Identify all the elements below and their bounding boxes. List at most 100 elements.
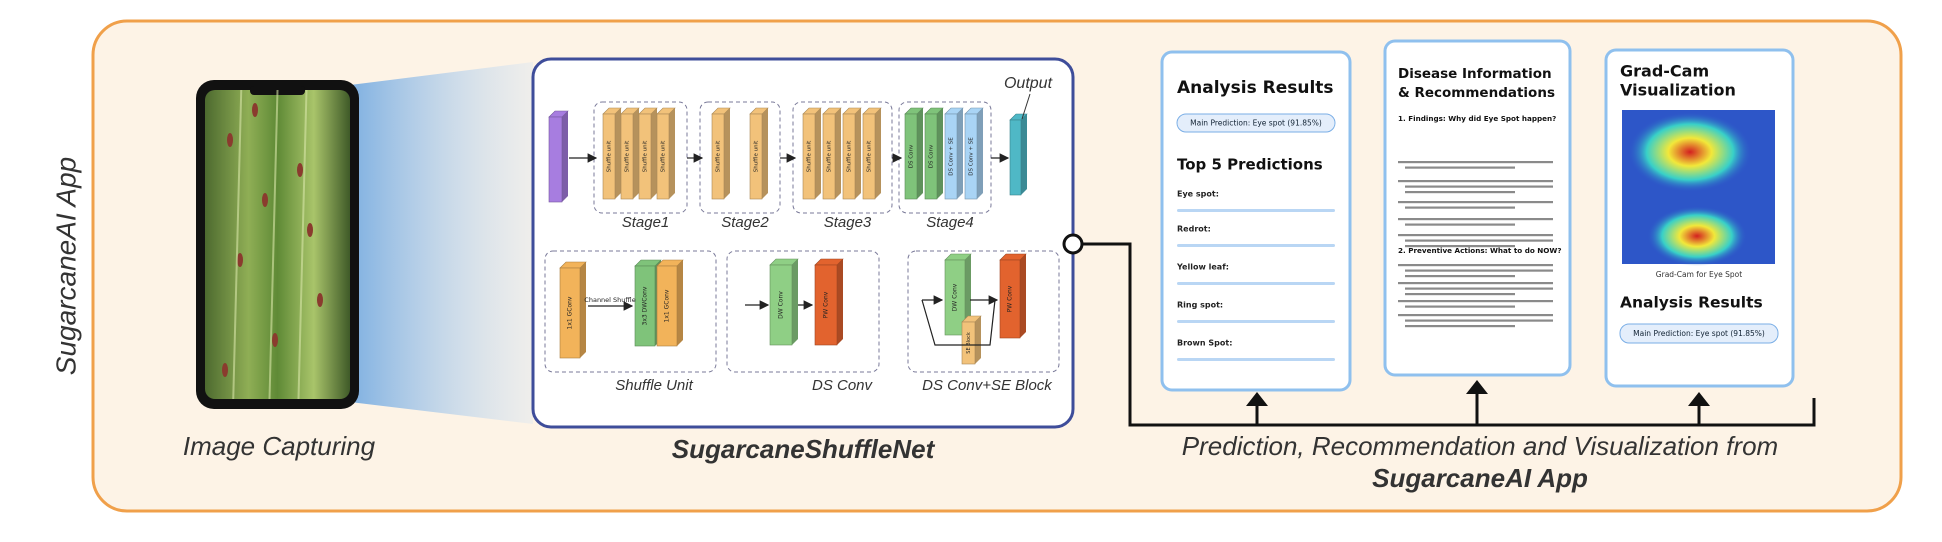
prediction-name: Redrot: xyxy=(1177,225,1211,234)
text-line xyxy=(1405,166,1515,169)
footer-app: SugarcaneAI App xyxy=(1372,463,1588,493)
block-label: DS Conv + SE xyxy=(949,137,955,176)
block-label: DW Conv xyxy=(778,291,785,319)
screen-analysis xyxy=(1160,50,1352,392)
prediction-name: Ring spot: xyxy=(1177,301,1223,310)
connector xyxy=(1082,242,1816,427)
block-side xyxy=(917,108,923,199)
block-side xyxy=(937,108,943,199)
text-line xyxy=(1405,206,1515,209)
vein xyxy=(297,89,308,400)
screen-title: Visualization xyxy=(1620,81,1736,100)
block xyxy=(548,116,563,203)
block-label: Shuffle unit xyxy=(661,140,667,172)
block-side xyxy=(762,108,768,199)
block xyxy=(999,259,1021,339)
prediction-pill xyxy=(1176,113,1336,133)
main-prediction: Main Prediction: Eye spot (91.85%) xyxy=(1190,119,1322,128)
block-side xyxy=(724,108,730,199)
output-pointer xyxy=(1021,93,1031,120)
text-line xyxy=(1405,305,1515,308)
block xyxy=(602,113,616,200)
spot xyxy=(227,133,233,147)
text-line xyxy=(1405,269,1553,272)
spot xyxy=(317,293,323,307)
block xyxy=(944,259,966,336)
progress-track xyxy=(1177,244,1335,247)
spot xyxy=(262,193,268,207)
block xyxy=(711,113,725,200)
text-line xyxy=(1398,314,1553,317)
block-side xyxy=(677,260,683,346)
spot xyxy=(252,103,258,117)
connector-node xyxy=(1062,233,1084,255)
text-line xyxy=(1405,191,1515,194)
block-side xyxy=(837,259,843,345)
text-line xyxy=(1398,180,1553,183)
spot xyxy=(297,163,303,177)
block xyxy=(904,113,918,200)
heatmap-hotspot xyxy=(1647,206,1747,266)
output-label: Output xyxy=(1004,75,1053,92)
leaf-image xyxy=(205,90,350,399)
block xyxy=(802,113,816,200)
block xyxy=(964,113,978,200)
screen-title: Analysis Results xyxy=(1177,78,1334,98)
arrow-head xyxy=(1466,380,1488,394)
block-label: DS Conv + SE xyxy=(969,137,975,176)
block-side xyxy=(562,111,568,202)
block xyxy=(656,113,670,200)
block-label: SE Block xyxy=(966,332,972,354)
block-label: DS Conv xyxy=(909,144,915,168)
arrow-head xyxy=(1246,392,1268,406)
text-line xyxy=(1405,275,1515,278)
stage-label: Stage3 xyxy=(824,214,872,231)
block-side xyxy=(1021,114,1027,195)
text-line xyxy=(1398,161,1553,164)
block-label: PW Conv xyxy=(823,291,830,318)
block xyxy=(862,113,876,200)
block-side xyxy=(957,108,963,199)
text-line xyxy=(1405,185,1553,188)
footer-line: Prediction, Recommendation and Visualiza… xyxy=(1182,431,1778,461)
prediction-name: Eye spot: xyxy=(1177,190,1219,199)
leaf-spots xyxy=(222,89,323,400)
block xyxy=(769,264,793,346)
skip-path xyxy=(921,299,996,346)
block-side xyxy=(669,108,675,199)
prediction-name: Yellow leaf: xyxy=(1176,263,1229,272)
module-label: Shuffle Unit xyxy=(615,377,693,394)
section-title: 2. Preventive Actions: What to do NOW? xyxy=(1398,246,1562,255)
text-line xyxy=(1398,201,1553,204)
section-title: 1. Findings: Why did Eye Spot happen? xyxy=(1398,114,1556,123)
block xyxy=(961,321,976,365)
text-line xyxy=(1405,239,1553,242)
module-label: DS Conv xyxy=(812,377,874,394)
block-side xyxy=(977,108,983,199)
block xyxy=(559,267,581,359)
block-label: Shuffle unit xyxy=(754,140,760,172)
stage-label: Stage1 xyxy=(622,214,670,231)
block xyxy=(814,264,838,346)
group-box xyxy=(544,250,717,373)
block-label: DS Conv xyxy=(929,144,935,168)
block-label: 1x1 GConv xyxy=(664,289,671,322)
vein xyxy=(268,89,279,400)
block xyxy=(749,113,763,200)
block xyxy=(638,113,652,200)
shuffle-note: Channel Shuffle xyxy=(584,296,635,304)
network-title: SugarcaneShuffleNet xyxy=(672,434,936,464)
block-side xyxy=(580,262,586,358)
stage-label: Stage2 xyxy=(721,214,769,231)
block-side xyxy=(965,254,971,335)
section-title: Top 5 Predictions xyxy=(1177,156,1323,174)
block xyxy=(656,265,678,347)
block-label: Shuffle unit xyxy=(847,140,853,172)
group-box xyxy=(699,101,781,214)
module-label: DS Conv+SE Block xyxy=(922,377,1053,394)
block xyxy=(924,113,938,200)
progress-track xyxy=(1177,209,1335,212)
text-line xyxy=(1398,264,1553,267)
